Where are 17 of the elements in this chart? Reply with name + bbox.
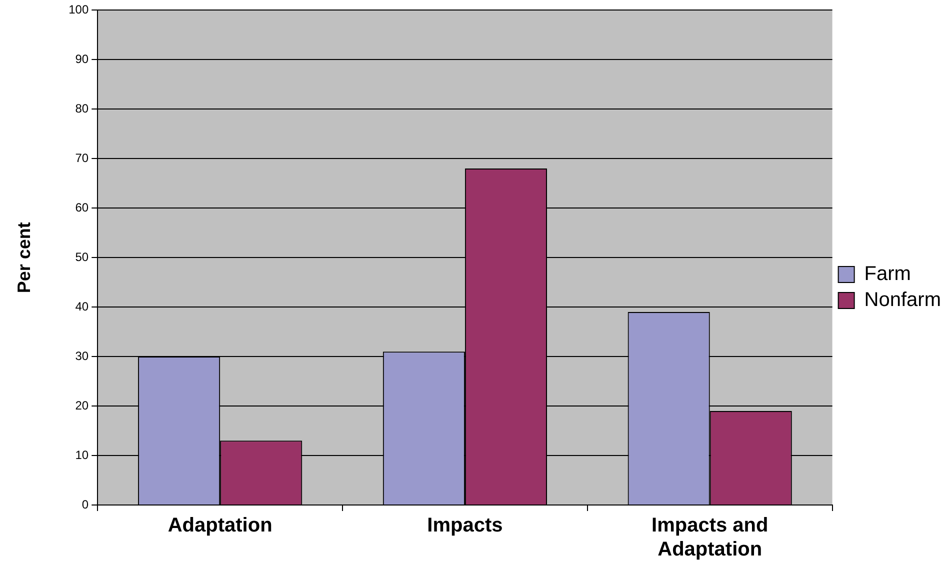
x-tick-label: Impacts [427,514,503,537]
x-tick-label: Adaptation [168,514,272,537]
x-tick-label: Impacts and Adaptation [652,514,768,561]
y-tick-label: 30 [75,348,89,363]
legend-label: Farm [864,263,911,286]
y-tick-label: 20 [75,398,89,412]
y-tick-label: 70 [75,150,89,165]
y-tick-label: 40 [75,299,89,314]
legend-label: Nonfarm [864,289,942,312]
y-tick-label: 50 [75,250,89,264]
y-tick-label: 100 [68,2,89,17]
y-tick-label: 0 [82,497,89,512]
y-tick-label: 80 [75,101,89,116]
y-tick-label: 90 [75,52,89,66]
y-axis-title: Per cent [14,222,34,294]
y-tick-label: 60 [75,200,89,214]
y-tick-label: 10 [75,448,89,462]
